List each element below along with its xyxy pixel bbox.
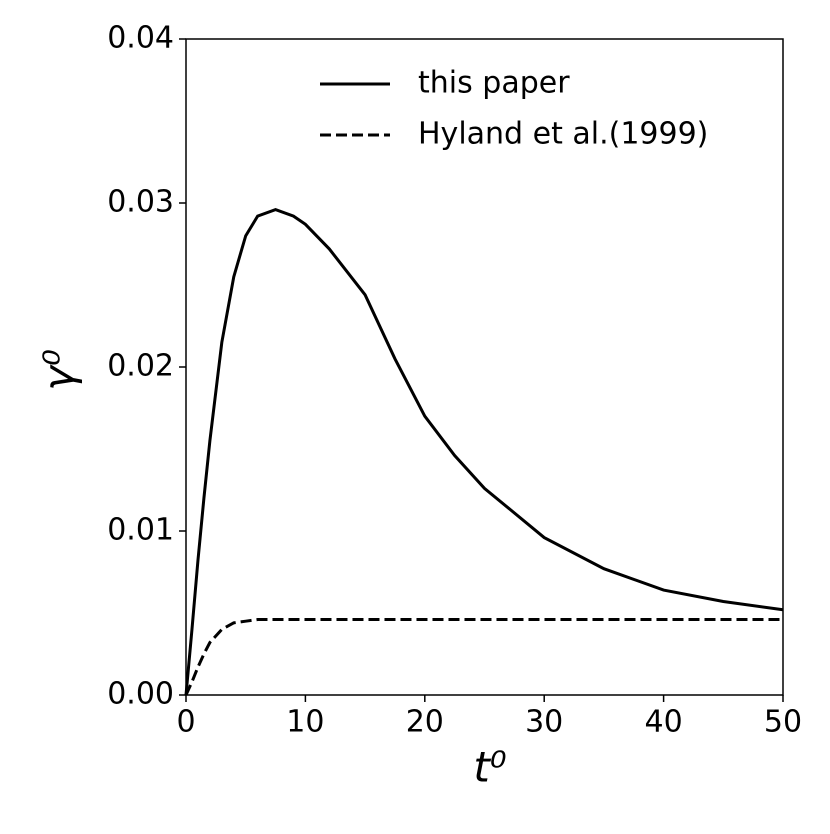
series-line [184, 618, 783, 696]
x-tick-label: 40 [645, 705, 683, 740]
y-tick-label: 0.00 [107, 677, 174, 712]
series-line [184, 207, 784, 696]
y-tick-label: 0.02 [107, 349, 174, 384]
x-tick-label: 20 [406, 705, 444, 740]
plot-frame [185, 38, 784, 696]
x-tick-label: 10 [286, 705, 324, 740]
y-tick-label: 0.01 [107, 513, 174, 548]
y-axis-label: γ⁰ [35, 349, 84, 391]
x-tick-label: 0 [176, 705, 195, 740]
x-tick-label: 50 [764, 705, 802, 740]
x-axis-label: t⁰ [473, 743, 506, 792]
y-tick-label: 0.03 [107, 185, 174, 220]
x-tick-label: 30 [525, 705, 563, 740]
legend-label: Hyland et al.(1999) [418, 117, 708, 152]
legend-label: this paper [418, 66, 570, 101]
y-tick-label: 0.04 [107, 21, 174, 56]
